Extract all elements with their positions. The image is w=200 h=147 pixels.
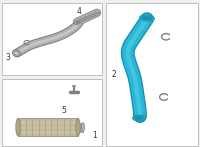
Bar — [18, 118, 78, 136]
Text: 4: 4 — [77, 6, 82, 16]
Bar — [2, 79, 102, 146]
Ellipse shape — [135, 116, 143, 120]
Ellipse shape — [72, 85, 76, 87]
Bar — [106, 3, 198, 146]
Ellipse shape — [88, 15, 93, 19]
Ellipse shape — [74, 20, 82, 25]
Bar — [2, 3, 102, 75]
Ellipse shape — [12, 50, 20, 57]
Ellipse shape — [81, 123, 85, 132]
Ellipse shape — [91, 14, 96, 17]
Ellipse shape — [16, 118, 20, 136]
Ellipse shape — [81, 18, 86, 21]
Ellipse shape — [140, 15, 154, 21]
Ellipse shape — [78, 19, 83, 22]
Ellipse shape — [142, 16, 152, 20]
Ellipse shape — [76, 21, 80, 24]
Ellipse shape — [133, 115, 145, 121]
Ellipse shape — [95, 12, 99, 16]
Ellipse shape — [76, 118, 80, 136]
Ellipse shape — [14, 51, 19, 55]
Text: 1: 1 — [92, 131, 97, 140]
Text: 5: 5 — [61, 106, 66, 115]
Ellipse shape — [75, 20, 79, 24]
Ellipse shape — [85, 16, 89, 20]
Text: 2: 2 — [111, 70, 116, 80]
Text: 3: 3 — [5, 53, 10, 62]
Bar — [77, 123, 83, 132]
